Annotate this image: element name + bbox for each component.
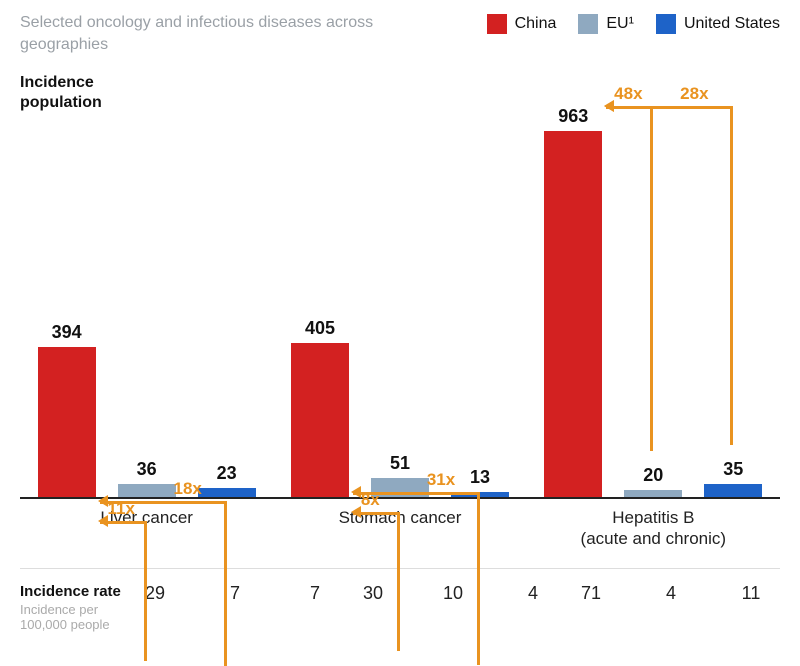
bar-rect [291,343,349,497]
bar-value-label: 405 [305,318,335,339]
bar-value-label: 35 [723,459,743,480]
bar: 20 [624,465,682,498]
bar-value-label: 13 [470,467,490,488]
category-label: Liver cancer [20,507,273,550]
bar-value-label: 23 [217,463,237,484]
legend-label: China [515,15,557,33]
bar: 405 [291,318,349,497]
category-labels-row: Liver cancerStomach cancerHepatitis B(ac… [20,507,780,550]
legend-label: EU¹ [606,15,634,33]
rate-value: 10 [424,583,482,604]
rate-value: 4 [504,583,562,604]
rate-group: 30 10 4 [344,583,562,604]
chart-plot-area: 394362311x18x40551138x31x963203548x28x [20,119,780,499]
chart-header: Selected oncology and infectious disease… [20,12,780,55]
bar-group: 40551138x31x [273,318,526,497]
bar: 963 [544,106,602,497]
legend-item: China [487,14,557,34]
legend-label: United States [684,15,780,33]
rate-value: 29 [126,583,184,604]
bar-groups: 394362311x18x40551138x31x963203548x28x [20,119,780,497]
chart-subtitle: Selected oncology and infectious disease… [20,12,390,55]
rate-value: 7 [206,583,264,604]
rate-values: 29773010471411 [126,583,780,604]
legend-swatch [578,14,598,34]
rate-title: Incidence rate [20,583,126,600]
bar: 13 [451,467,509,497]
bar-value-label: 963 [558,106,588,127]
bar-value-label: 36 [137,459,157,480]
incidence-rate-row: Incidence rate Incidence per100,000 peop… [20,568,780,633]
bar: 394 [38,322,96,497]
bar-value-label: 51 [390,453,410,474]
bar-value-label: 394 [52,322,82,343]
bar-rect [704,484,762,497]
bar: 36 [118,459,176,498]
bar-rect [624,490,682,498]
bar: 51 [371,453,429,497]
category-label: Hepatitis B(acute and chronic) [527,507,780,550]
bar: 35 [704,459,762,497]
legend-item: United States [656,14,780,34]
rate-value: 30 [344,583,402,604]
bar-rect [451,492,509,497]
rate-group: 29 7 7 [126,583,344,604]
rate-value: 71 [562,583,620,604]
rate-value: 4 [642,583,700,604]
rate-value: 7 [286,583,344,604]
bar-group: 394362311x18x [20,322,273,497]
bar: 23 [198,463,256,497]
multiplier-bracket [606,106,653,450]
bar-group: 963203548x28x [527,106,780,497]
legend-swatch [487,14,507,34]
chart-legend: China EU¹ United States [487,12,780,34]
legend-item: EU¹ [578,14,634,34]
legend-swatch [656,14,676,34]
bar-rect [118,484,176,498]
multiplier-bracket [606,106,733,445]
category-label: Stomach cancer [273,507,526,550]
rate-group: 71 4 11 [562,583,780,604]
rate-value: 11 [722,583,780,604]
bar-rect [544,131,602,497]
bar-rect [198,488,256,497]
rate-subtitle: Incidence per100,000 people [20,602,126,633]
bar-rect [38,347,96,497]
bar-rect [371,478,429,497]
bar-value-label: 20 [643,465,663,486]
